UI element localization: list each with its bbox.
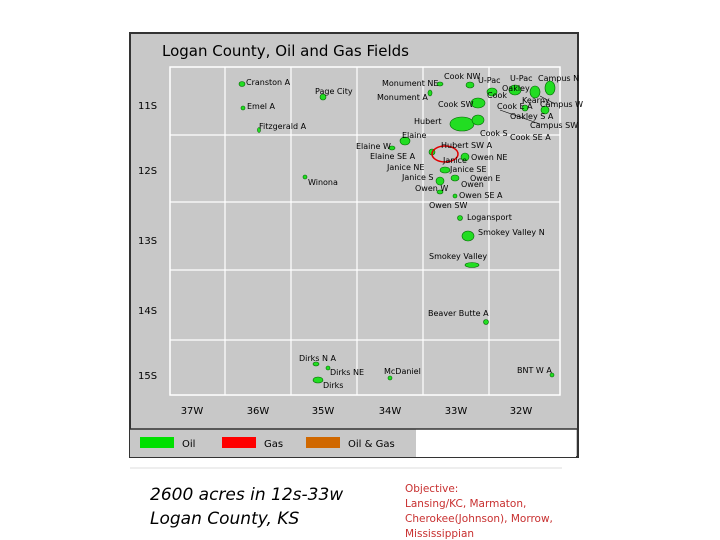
range-label: 33W	[445, 406, 468, 417]
field-label: Oakley S A	[510, 112, 554, 121]
field-label: Smokey Valley	[429, 252, 487, 261]
footer-text: Logan County, KS	[150, 509, 299, 529]
range-label: 37W	[181, 406, 204, 417]
field-label: Monument A	[377, 93, 428, 102]
map-title: Logan County, Oil and Gas Fields	[162, 42, 409, 60]
township-label: 13S	[138, 236, 157, 247]
objective-text: Lansing/KC, Marmaton,	[405, 498, 526, 510]
field-label: Owen E	[470, 174, 500, 183]
field-label: Cook SE A	[510, 133, 551, 142]
field-label: Campus N	[538, 74, 579, 83]
field-label: Owen	[461, 180, 484, 189]
township-label: 15S	[138, 371, 157, 382]
field-label: Owen NE	[471, 153, 507, 162]
field-label: Owen SE A	[459, 191, 503, 200]
field-label: BNT W A	[517, 366, 552, 375]
field-label: Janice S	[401, 173, 434, 182]
field-label: Janice SE	[449, 165, 487, 174]
field-label: Smokey Valley N	[478, 228, 545, 237]
oil-fields	[238, 80, 556, 384]
range-label: 34W	[379, 406, 402, 417]
field-label: Kearny	[522, 96, 550, 105]
objective-text: Mississippian	[405, 528, 474, 540]
field-label: Elaine W	[356, 142, 391, 151]
field-label: Cook NW	[444, 72, 481, 81]
field-label: Fitzgerald A	[259, 122, 307, 131]
field-label: Cook	[487, 91, 507, 100]
field-label: Hubert	[414, 117, 442, 126]
range-label: 36W	[247, 406, 270, 417]
legend-blank	[416, 429, 576, 457]
grid	[170, 67, 560, 395]
field-label: Monument NE	[382, 79, 438, 88]
township-label: 12S	[138, 166, 157, 177]
range-label: 32W	[510, 406, 533, 417]
legend-swatch	[306, 437, 340, 448]
township-label: 14S	[138, 306, 157, 317]
field-label: Janice NE	[386, 163, 424, 172]
field-label: Dirks NE	[330, 368, 364, 377]
field-label: Oakley	[502, 84, 530, 93]
footer-text: 2600 acres in 12s-33w	[150, 485, 343, 505]
field-label: Dirks N A	[299, 354, 337, 363]
field-label: McDaniel	[384, 367, 421, 376]
field-label: Cranston A	[246, 78, 291, 87]
objective-text: Objective:	[405, 483, 458, 495]
map-frame	[129, 32, 579, 458]
field-label: Campus W	[540, 100, 583, 109]
field-label: Owen SW	[429, 201, 467, 210]
legend-label: Oil	[182, 439, 195, 450]
field-label: Campus SW	[530, 121, 578, 130]
field-label: U-Pac	[478, 76, 501, 85]
field-label: U-Pac	[510, 74, 533, 83]
field-label: Logansport	[467, 213, 512, 222]
field-label: Cook S	[480, 129, 508, 138]
field-label: Cook SW	[438, 100, 474, 109]
field-label: Emel A	[247, 102, 276, 111]
objective-text: Cherokee(Johnson), Morrow,	[405, 513, 553, 525]
field-label: Winona	[308, 178, 338, 187]
field-label: Page City	[315, 87, 353, 96]
legend-swatch	[140, 437, 174, 448]
field-label: Cook E A	[497, 102, 533, 111]
field-label: Beaver Butte A	[428, 309, 489, 318]
field-label: Owen W	[415, 184, 448, 193]
legend-label: Oil & Gas	[348, 439, 395, 450]
county-border	[169, 66, 561, 396]
legend-box	[130, 429, 416, 457]
field-label: Dirks	[323, 381, 343, 390]
field-label: Hubert SW A	[441, 141, 493, 150]
leader-lines	[499, 95, 556, 125]
range-label: 35W	[312, 406, 335, 417]
township-label: 11S	[138, 101, 157, 112]
legend-swatch	[222, 437, 256, 448]
field-label: Elaine	[402, 131, 426, 140]
field-label: Janice	[442, 156, 467, 165]
legend-label: Gas	[264, 439, 283, 450]
field-label: Elaine SE A	[370, 152, 416, 161]
